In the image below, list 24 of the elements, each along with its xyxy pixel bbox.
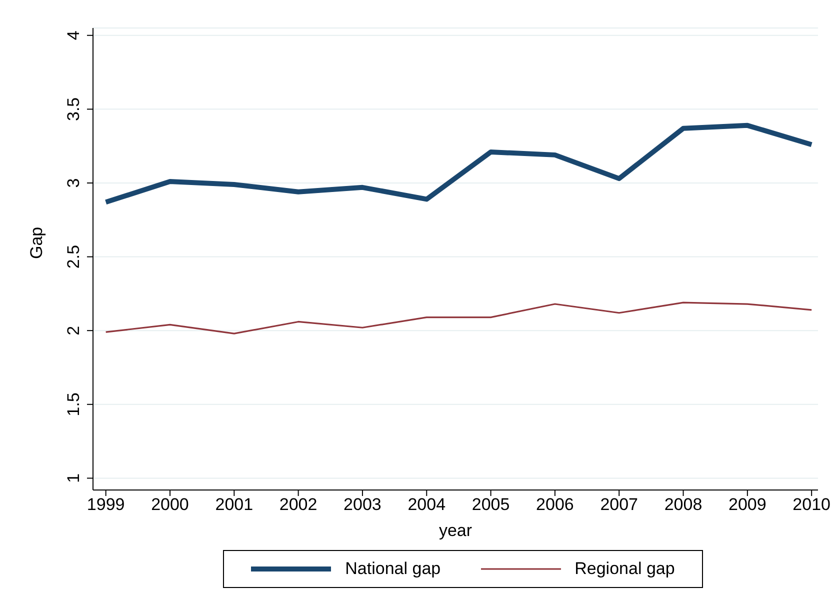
y-tick-label: 3	[64, 178, 83, 188]
y-tick-label: 1	[64, 473, 83, 483]
x-tick-label: 2007	[600, 495, 638, 514]
y-tick-label: 2	[64, 326, 83, 336]
x-tick-label: 2005	[472, 495, 510, 514]
line-series	[105, 302, 812, 334]
x-tick-label: 2006	[536, 495, 574, 514]
y-tick-label: 4	[64, 30, 83, 40]
y-tick-label: 3.5	[64, 97, 83, 121]
x-tick-label: 2001	[215, 495, 254, 514]
x-tick-label: 2003	[344, 495, 382, 514]
legend-label: Regional gap	[574, 559, 675, 579]
legend-label: National gap	[345, 559, 441, 579]
y-axis-title: Gap	[27, 226, 46, 259]
x-tick-label: 2010	[792, 495, 830, 514]
x-tick-label: 2009	[728, 495, 766, 514]
y-tick-label: 1.5	[64, 392, 83, 416]
x-axis-title: year	[438, 521, 472, 540]
x-tick-label: 2002	[279, 495, 318, 514]
x-tick-label: 2008	[664, 495, 702, 514]
x-tick-label: 2004	[408, 495, 446, 514]
y-tick-label: 2.5	[64, 244, 83, 269]
x-tick-label: 2000	[151, 495, 189, 514]
x-tick-label: 1999	[86, 495, 125, 514]
